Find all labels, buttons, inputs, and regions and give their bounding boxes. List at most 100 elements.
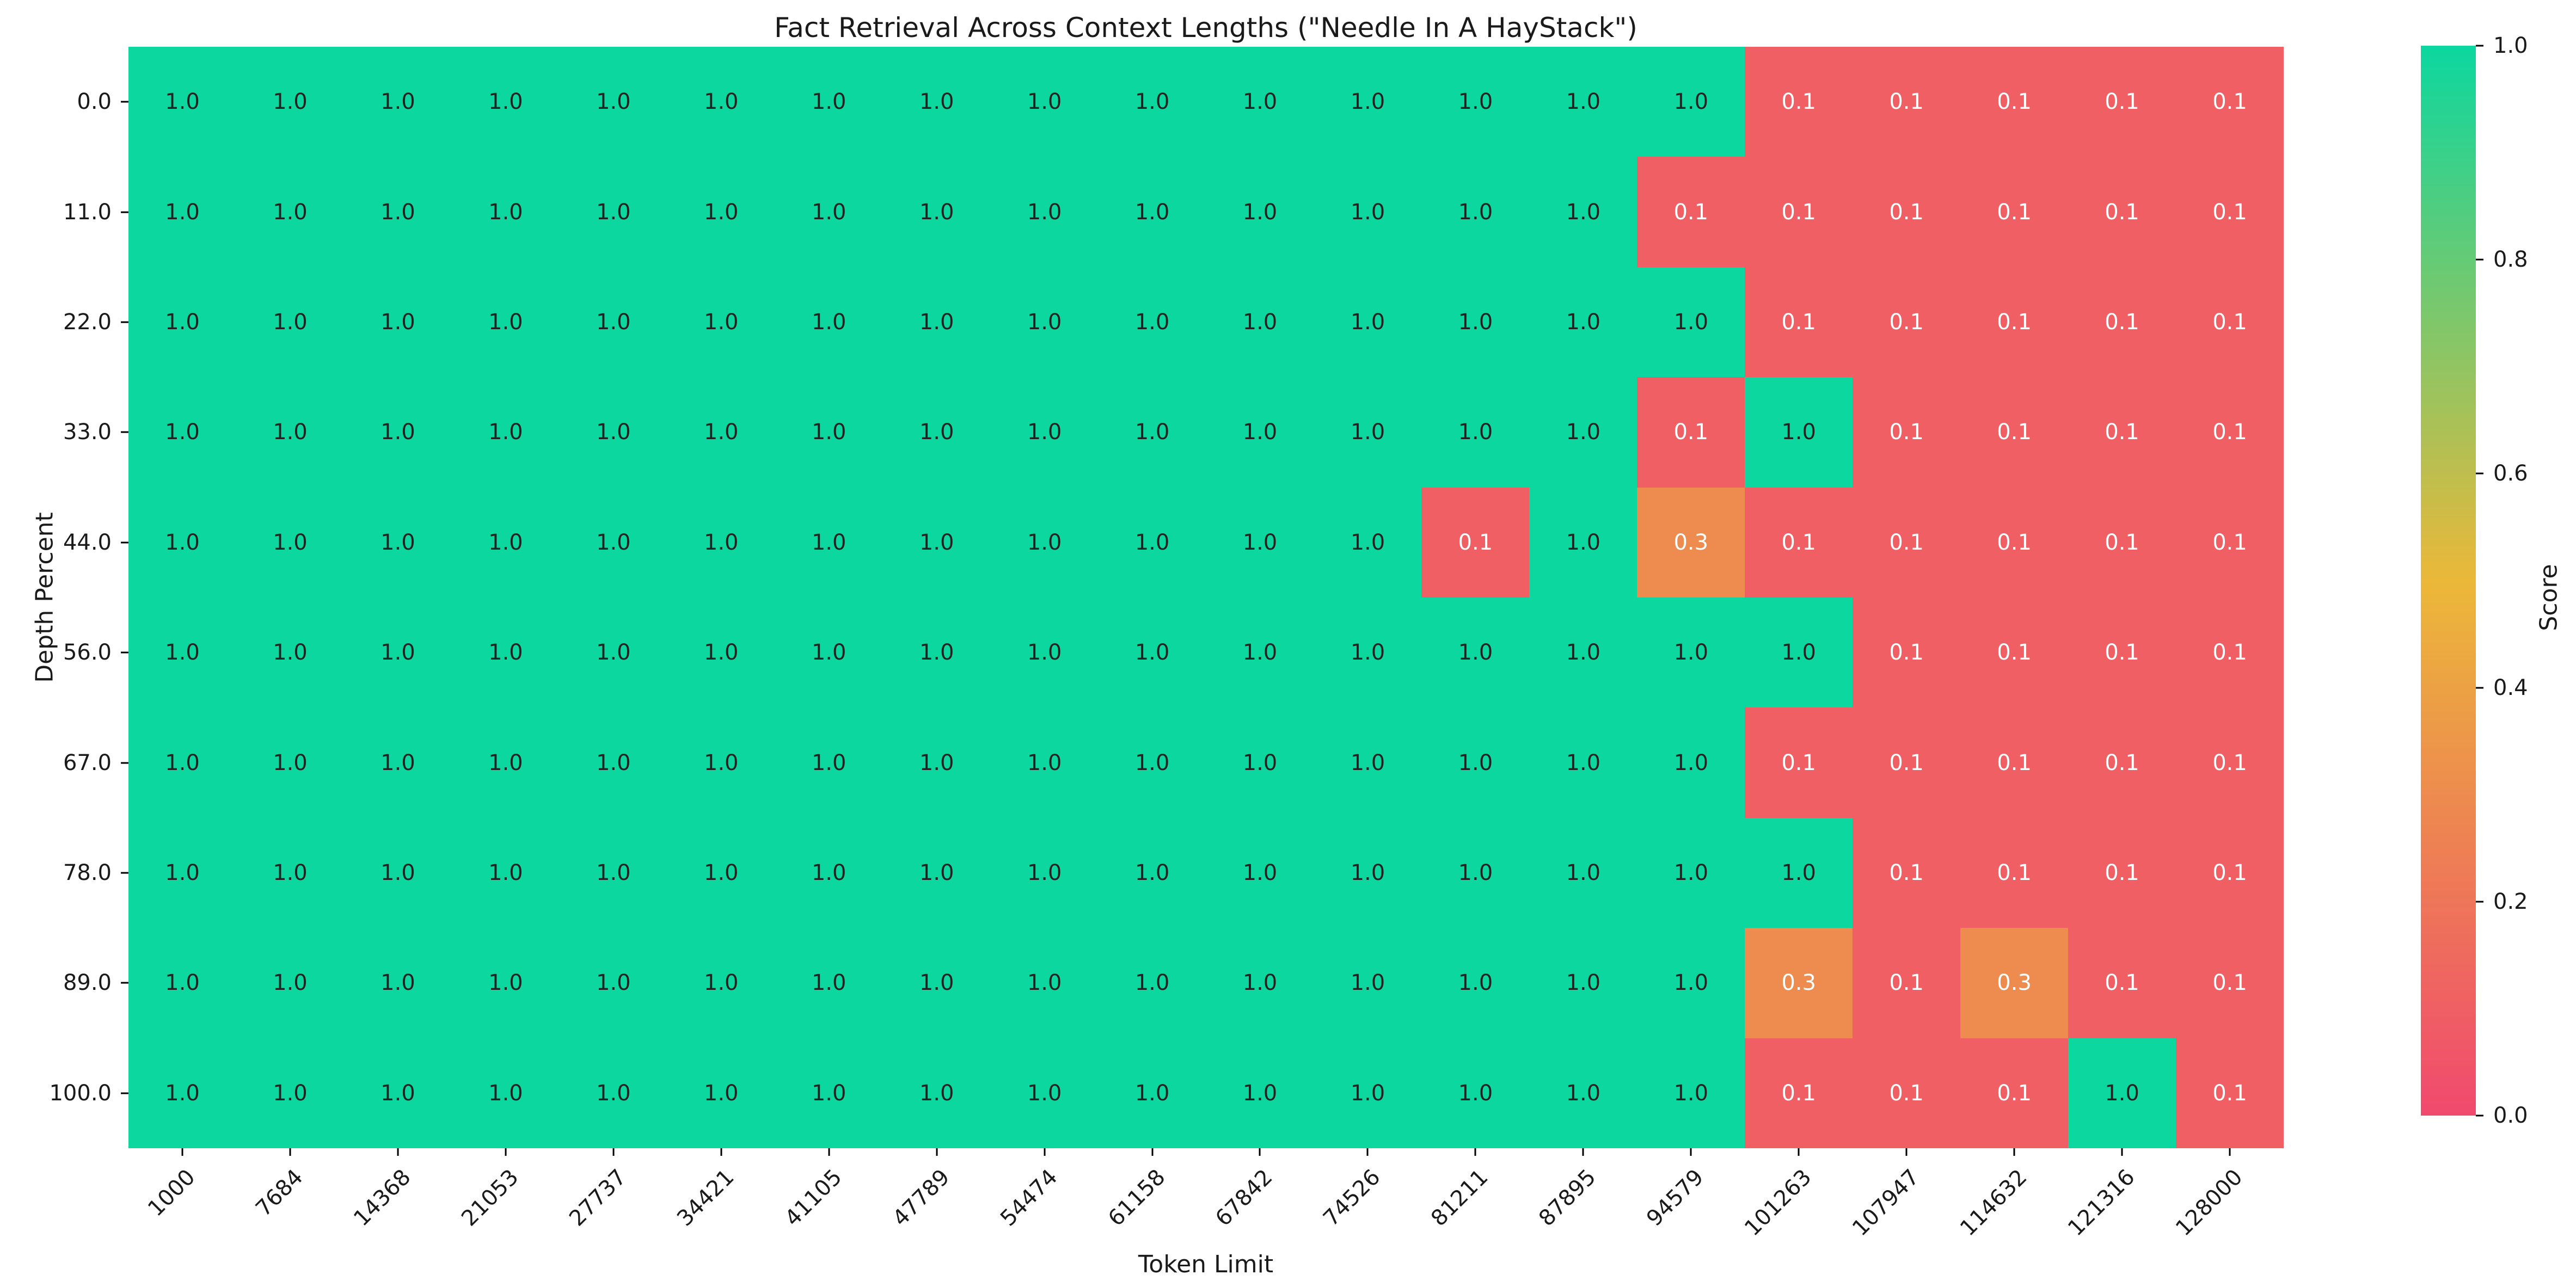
heatmap-cell: 0.3 (1637, 487, 1745, 598)
heatmap-cell: 0.1 (2176, 487, 2284, 598)
heatmap-cell-value: 0.1 (2212, 309, 2247, 335)
heatmap-cell-value: 1.0 (1781, 420, 1817, 445)
heatmap-cell-value: 1.0 (811, 89, 847, 115)
heatmap-cell: 1.0 (128, 707, 236, 818)
x-tick-label: 121316 (2063, 1165, 2140, 1241)
heatmap-cell: 1.0 (344, 597, 452, 708)
heatmap-cell-value: 0.1 (1889, 860, 1924, 885)
heatmap-cell: 1.0 (1314, 267, 1422, 378)
heatmap-cell: 1.0 (451, 487, 560, 598)
heatmap-cell: 1.0 (1098, 597, 1206, 708)
heatmap-cell: 1.0 (236, 817, 344, 928)
heatmap-cell-value: 0.1 (1889, 750, 1924, 775)
heatmap-cell: 1.0 (775, 377, 883, 488)
heatmap-cell: 0.1 (1421, 487, 1530, 598)
heatmap-cell-value: 1.0 (1566, 1080, 1601, 1106)
heatmap-cell: 1.0 (128, 1038, 236, 1148)
heatmap-cell-value: 0.1 (2105, 529, 2139, 555)
y-tick-label: 33.0 (63, 420, 112, 445)
heatmap-cell: 0.1 (2068, 928, 2176, 1038)
heatmap-cell-value: 0.1 (1889, 970, 1924, 996)
colorbar-tick-label: 1.0 (2493, 33, 2528, 58)
heatmap-cell-value: 1.0 (273, 420, 308, 445)
heatmap-cell: 1.0 (1098, 817, 1206, 928)
heatmap-cell: 1.0 (128, 928, 236, 1038)
heatmap-cell-value: 1.0 (703, 860, 739, 885)
heatmap-cell: 0.1 (1853, 928, 1961, 1038)
heatmap-cell-value: 0.1 (1997, 640, 2032, 666)
y-axis-label: Depth Percent (30, 512, 59, 683)
heatmap-cell-value: 1.0 (919, 309, 954, 335)
heatmap-cell-value: 1.0 (1027, 860, 1062, 885)
y-tick-label: 22.0 (63, 310, 112, 335)
heatmap-cell-value: 1.0 (273, 199, 308, 225)
heatmap-cell: 1.0 (451, 47, 560, 157)
x-tick-mark (936, 1148, 938, 1156)
heatmap-cell: 1.0 (1421, 47, 1530, 157)
heatmap-cell: 1.0 (559, 928, 667, 1038)
heatmap-cell-value: 1.0 (1350, 1080, 1385, 1106)
heatmap-cell-value: 0.1 (2105, 199, 2139, 225)
heatmap-cell-value: 1.0 (1673, 970, 1709, 996)
heatmap-cell-value: 0.1 (2212, 420, 2247, 445)
heatmap-cell: 1.0 (1206, 707, 1314, 818)
heatmap-cell-value: 1.0 (1134, 89, 1170, 115)
x-tick-mark (828, 1148, 830, 1156)
heatmap-cell-value: 1.0 (165, 89, 200, 115)
heatmap-cell: 0.1 (2176, 47, 2284, 157)
heatmap-cell-value: 0.1 (1997, 529, 2032, 555)
heatmap-cell: 0.1 (1853, 377, 1961, 488)
heatmap-cell: 1.0 (990, 157, 1099, 267)
heatmap-cell: 1.0 (559, 1038, 667, 1148)
x-tick-mark (397, 1148, 399, 1156)
x-tick-mark (1259, 1148, 1261, 1156)
heatmap-cell-value: 1.0 (1027, 1080, 1062, 1106)
heatmap-cell-value: 0.3 (1673, 529, 1709, 555)
heatmap-cell-value: 0.1 (1997, 89, 2032, 115)
colorbar-tick-mark (2476, 45, 2483, 47)
heatmap-cell: 0.1 (1853, 267, 1961, 378)
heatmap-cell: 1.0 (236, 707, 344, 818)
heatmap-cell-value: 1.0 (1566, 529, 1601, 555)
heatmap-cell: 1.0 (990, 267, 1099, 378)
heatmap-cell: 0.1 (1853, 817, 1961, 928)
heatmap-cell: 1.0 (1314, 597, 1422, 708)
heatmap-cell: 1.0 (667, 487, 775, 598)
heatmap-cell: 1.0 (882, 47, 991, 157)
heatmap-cell: 1.0 (1421, 1038, 1530, 1148)
heatmap-cell-value: 1.0 (488, 750, 523, 775)
heatmap-cell: 1.0 (667, 377, 775, 488)
heatmap-cell: 1.0 (236, 267, 344, 378)
heatmap-cell: 1.0 (236, 47, 344, 157)
heatmap-cell-value: 1.0 (811, 970, 847, 996)
heatmap-cell: 0.1 (1745, 707, 1853, 818)
heatmap-cell: 1.0 (1314, 47, 1422, 157)
x-tick-mark (1582, 1148, 1584, 1156)
heatmap-cell-value: 1.0 (703, 529, 739, 555)
heatmap-cell: 1.0 (2068, 1038, 2176, 1148)
heatmap-cell: 1.0 (775, 487, 883, 598)
heatmap-cell-value: 0.1 (1997, 420, 2032, 445)
x-tick-mark (612, 1148, 615, 1156)
x-tick-label: 67842 (1211, 1165, 1278, 1231)
heatmap-cell-value: 1.0 (596, 640, 631, 666)
heatmap-cell-value: 1.0 (1134, 199, 1170, 225)
x-tick-label: 101263 (1740, 1165, 1817, 1241)
heatmap-cell: 1.0 (128, 377, 236, 488)
heatmap-cell: 0.1 (1745, 267, 1853, 378)
heatmap-cell-value: 0.1 (1781, 89, 1817, 115)
heatmap-cell-value: 1.0 (273, 750, 308, 775)
heatmap-cell-value: 0.1 (1889, 309, 1924, 335)
heatmap-cell: 1.0 (344, 47, 452, 157)
heatmap-cell: 1.0 (344, 157, 452, 267)
heatmap-cell-value: 1.0 (703, 750, 739, 775)
heatmap-cell: 0.1 (1960, 1038, 2069, 1148)
heatmap-cell: 1.0 (667, 157, 775, 267)
heatmap-cell-value: 1.0 (703, 199, 739, 225)
heatmap-cell-value: 1.0 (1566, 89, 1601, 115)
heatmap-cell: 1.0 (559, 47, 667, 157)
heatmap-cell: 1.0 (775, 597, 883, 708)
heatmap-cell-value: 1.0 (1458, 970, 1493, 996)
heatmap-cell-value: 1.0 (1458, 199, 1493, 225)
heatmap-cell-value: 1.0 (1242, 309, 1278, 335)
